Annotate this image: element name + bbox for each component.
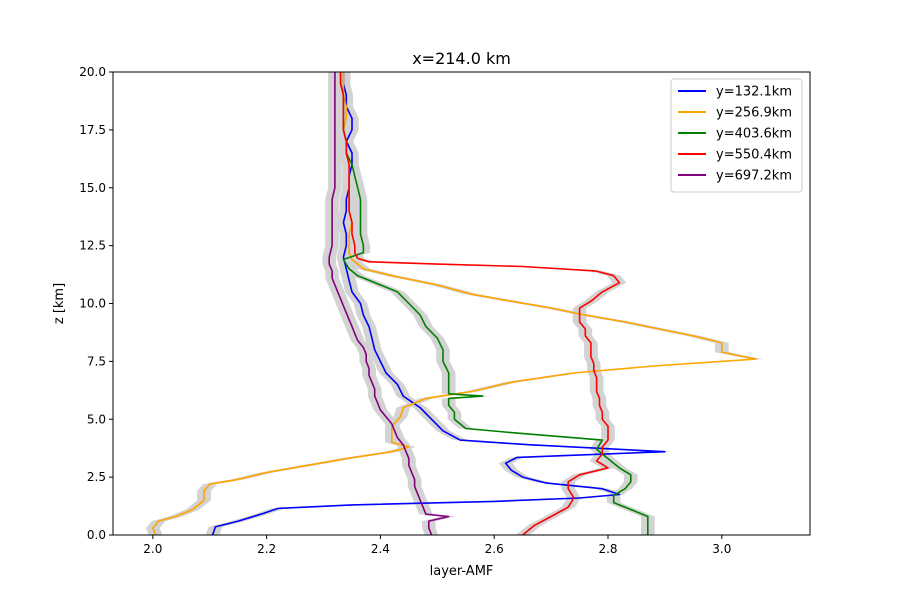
uncertainty-bands (146, 72, 763, 535)
x-tick-label: 2.2 (257, 542, 276, 556)
y-tick-label: 20.0 (79, 65, 106, 79)
x-tick-label: 2.4 (371, 542, 390, 556)
band-series-4 (333, 72, 627, 535)
y-tick-label: 15.0 (79, 181, 106, 195)
y-axis-label: z [km] (52, 283, 67, 324)
legend-label: y=256.9km (716, 106, 792, 121)
y-tick-label: 17.5 (79, 123, 106, 137)
line-series-2 (152, 72, 757, 536)
chart-title: x=214.0 km (412, 49, 511, 68)
legend-label: y=550.4km (716, 148, 792, 163)
y-tick-label: 10.0 (79, 297, 106, 311)
y-axis: 0.0 2.5 5.0 7.5 10.0 12.5 15.0 17.5 20.0 (79, 65, 113, 542)
x-tick-label: 2.6 (485, 542, 504, 556)
legend-label: y=132.1km (716, 85, 792, 100)
y-tick-label: 2.5 (87, 470, 106, 484)
x-axis-label: layer-AMF (430, 564, 494, 579)
y-tick-label: 5.0 (87, 412, 106, 426)
band-series-5 (322, 72, 456, 535)
legend: y=132.1km y=256.9km y=403.6km y=550.4km y=69… (670, 78, 803, 193)
line-series-5 (328, 72, 450, 536)
legend-label: y=403.6km (716, 127, 792, 142)
y-tick-label: 0.0 (87, 528, 106, 542)
legend-box (670, 78, 803, 193)
line-series-4 (339, 72, 621, 536)
series-lines (152, 72, 757, 536)
band-series-2 (146, 72, 763, 535)
x-axis: 2.0 2.2 2.4 2.6 2.8 3.0 (143, 535, 731, 556)
y-tick-label: 7.5 (87, 354, 106, 368)
line-series-3 (339, 72, 649, 535)
line-series-1 (211, 72, 666, 536)
legend-label: y=697.2km (716, 169, 792, 184)
x-tick-label: 3.0 (712, 542, 731, 556)
x-tick-label: 2.0 (143, 542, 162, 556)
y-tick-label: 12.5 (79, 239, 106, 253)
band-series-3 (333, 72, 655, 535)
x-tick-label: 2.8 (598, 542, 617, 556)
